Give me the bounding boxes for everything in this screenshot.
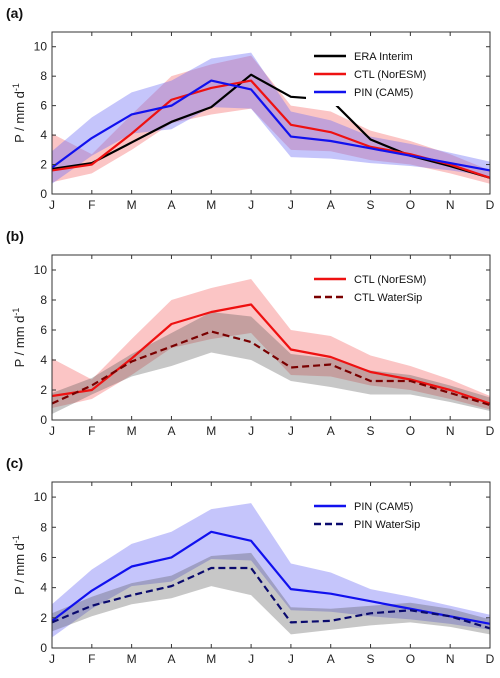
y-tick-label: 6 bbox=[40, 99, 47, 113]
y-axis-label: P / mm d-1 bbox=[11, 535, 27, 595]
y-axis-label-exponent: -1 bbox=[11, 308, 21, 316]
legend-box bbox=[306, 492, 476, 538]
y-tick-label: 6 bbox=[40, 550, 47, 564]
x-tick-label: M bbox=[206, 198, 216, 212]
x-tick-label: S bbox=[367, 424, 375, 438]
panel-label: (a) bbox=[6, 5, 23, 21]
legend-entry: PIN (CAM5) bbox=[354, 501, 413, 513]
series-line-2 bbox=[51, 330, 491, 407]
x-tick-label: F bbox=[88, 424, 95, 438]
legend-entry: PIN WaterSip bbox=[354, 519, 420, 531]
y-tick-label: 8 bbox=[40, 293, 47, 307]
legend-entry: PIN (CAM5) bbox=[354, 87, 413, 99]
x-tick-label: J bbox=[248, 198, 254, 212]
series-line-1 bbox=[51, 530, 491, 625]
chart-panel-1: (a) 0 2 4 6 8 10 J F M A M J J A S O N D P / mm d-1 ERA Inte… bbox=[6, 5, 495, 212]
x-tick-label: S bbox=[367, 652, 375, 666]
y-axis-label: P / mm d-1 bbox=[11, 308, 27, 368]
x-tick-label: J bbox=[49, 424, 55, 438]
legend-entry: CTL (NorESM) bbox=[354, 69, 426, 81]
uncertainty-band-2 bbox=[52, 552, 490, 635]
x-tick-label: J bbox=[49, 198, 55, 212]
y-axis-label-exponent: -1 bbox=[11, 535, 21, 543]
x-tick-label: A bbox=[167, 198, 175, 212]
uncertainty-band-1 bbox=[52, 279, 490, 410]
y-tick-label: 8 bbox=[40, 69, 47, 83]
x-tick-label: M bbox=[206, 424, 216, 438]
plot-frame bbox=[51, 481, 491, 649]
y-tick-label: 0 bbox=[40, 641, 47, 655]
series-line-1 bbox=[51, 303, 491, 405]
y-axis-label-exponent: -1 bbox=[11, 83, 21, 91]
y-tick-label: 4 bbox=[40, 581, 47, 595]
y-tick-label: 2 bbox=[40, 158, 47, 172]
x-tick-label: A bbox=[327, 652, 335, 666]
panel-label: (b) bbox=[6, 228, 24, 244]
x-tick-label: A bbox=[327, 424, 335, 438]
x-tick-label: N bbox=[446, 424, 455, 438]
y-axis-label: P / mm d-1 bbox=[11, 83, 27, 143]
x-tick-label: M bbox=[127, 652, 137, 666]
series-line-2 bbox=[51, 566, 491, 630]
x-tick-label: J bbox=[248, 424, 254, 438]
x-tick-label: J bbox=[288, 424, 294, 438]
x-tick-label: F bbox=[88, 652, 95, 666]
x-tick-label: M bbox=[127, 198, 137, 212]
x-tick-label: A bbox=[167, 424, 175, 438]
y-tick-label: 8 bbox=[40, 520, 47, 534]
chart-panel-2: (b) 0 2 4 6 8 10 J F M A M J J A S O N D P / mm d-1 CTL (Nor… bbox=[6, 228, 495, 438]
x-tick-label: A bbox=[167, 652, 175, 666]
y-axis-label-text: P / mm d bbox=[12, 543, 27, 595]
panel-label: (c) bbox=[6, 455, 23, 471]
x-tick-label: J bbox=[49, 652, 55, 666]
x-tick-label: M bbox=[206, 652, 216, 666]
chart-panel-3: (c) 0 2 4 6 8 10 J F M A M J J A S O N D P / mm d-1 PIN (CAM… bbox=[6, 455, 495, 666]
x-tick-label: J bbox=[248, 652, 254, 666]
x-tick-label: J bbox=[288, 198, 294, 212]
x-tick-label: D bbox=[486, 652, 495, 666]
x-tick-label: A bbox=[327, 198, 335, 212]
x-tick-label: F bbox=[88, 198, 95, 212]
y-tick-label: 10 bbox=[34, 40, 48, 54]
y-tick-label: 0 bbox=[40, 413, 47, 427]
plot-frame bbox=[51, 254, 491, 421]
legend-entry: ERA Interim bbox=[354, 51, 413, 63]
y-tick-label: 6 bbox=[40, 323, 47, 337]
x-tick-label: O bbox=[406, 652, 415, 666]
legend-box bbox=[306, 265, 476, 311]
uncertainty-band-2 bbox=[52, 312, 490, 414]
y-tick-label: 0 bbox=[40, 187, 47, 201]
x-tick-label: S bbox=[367, 198, 375, 212]
y-axis-label-text: P / mm d bbox=[12, 91, 27, 143]
x-tick-label: N bbox=[446, 198, 455, 212]
y-tick-label: 2 bbox=[40, 383, 47, 397]
legend-entry: CTL WaterSip bbox=[354, 292, 422, 304]
y-axis-label-text: P / mm d bbox=[12, 316, 27, 368]
y-tick-label: 10 bbox=[34, 490, 48, 504]
legend-entry: CTL (NorESM) bbox=[354, 274, 426, 286]
y-tick-label: 10 bbox=[34, 263, 48, 277]
plot-frame bbox=[51, 31, 491, 195]
x-tick-label: M bbox=[127, 424, 137, 438]
x-tick-label: D bbox=[486, 424, 495, 438]
series-line-3 bbox=[51, 79, 491, 172]
x-tick-label: J bbox=[288, 652, 294, 666]
x-tick-label: O bbox=[406, 424, 415, 438]
x-tick-label: D bbox=[486, 198, 495, 212]
x-tick-label: N bbox=[446, 652, 455, 666]
x-tick-label: O bbox=[406, 198, 415, 212]
uncertainty-band-2 bbox=[52, 55, 490, 184]
y-tick-label: 2 bbox=[40, 611, 47, 625]
y-tick-label: 4 bbox=[40, 128, 47, 142]
y-tick-label: 4 bbox=[40, 353, 47, 367]
